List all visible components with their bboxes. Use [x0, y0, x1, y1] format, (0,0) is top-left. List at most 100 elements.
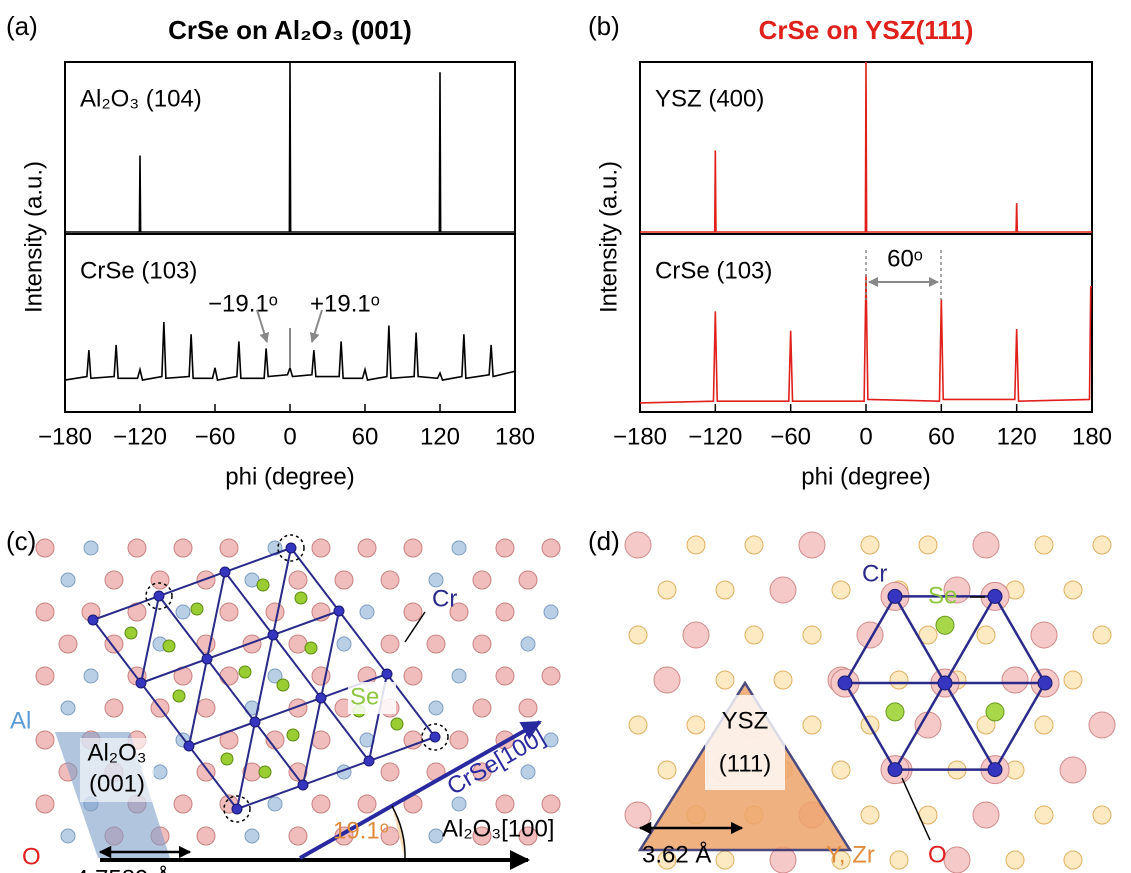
o-atom	[541, 666, 561, 686]
o-atom	[769, 576, 797, 604]
label: O	[928, 841, 947, 868]
o-atom	[311, 794, 331, 814]
cation-atom	[773, 670, 793, 690]
line	[901, 777, 931, 841]
bond	[993, 682, 1047, 771]
cr-atom	[267, 629, 279, 641]
cr-atom	[183, 740, 195, 752]
o-atom	[196, 570, 216, 590]
o-atom	[35, 602, 55, 622]
o-atom	[972, 801, 1000, 829]
angle-arc	[391, 805, 406, 861]
cation-atom	[976, 715, 996, 735]
cation-atom	[715, 670, 735, 690]
o-atom	[403, 666, 423, 686]
o-atom	[127, 538, 147, 558]
al-atom	[520, 764, 536, 780]
cation-atom	[1063, 670, 1083, 690]
series-line	[65, 61, 515, 233]
annotation: −19.1ᵒ	[208, 290, 278, 317]
cr-atom	[937, 675, 953, 691]
cr-atom	[887, 762, 903, 778]
bond	[206, 571, 226, 660]
cr-atom	[87, 614, 99, 626]
o-atom	[35, 794, 55, 814]
o-atom	[472, 826, 492, 846]
label: (001)	[89, 770, 145, 797]
bond	[320, 610, 340, 699]
bond	[843, 595, 897, 684]
al-atom	[451, 540, 467, 556]
se-atom	[238, 665, 252, 679]
x-tick-label: −180	[613, 423, 667, 450]
cation-atom	[1034, 715, 1054, 735]
al-atom	[359, 604, 375, 620]
cation-atom	[715, 850, 735, 870]
cation-atom	[1063, 850, 1083, 870]
o-atom	[311, 730, 331, 750]
o-atom	[472, 698, 492, 718]
cation-atom	[628, 625, 648, 645]
label-bg	[348, 682, 396, 714]
x-tick-label: −180	[38, 423, 92, 450]
se-atom	[256, 578, 270, 592]
y-axis-label: Intensity (a.u.)	[595, 161, 622, 313]
al-atom	[244, 828, 260, 844]
cation-atom	[1005, 850, 1025, 870]
o-atom	[380, 762, 400, 782]
highlight	[277, 534, 305, 562]
se-atom	[258, 765, 272, 779]
line	[404, 611, 426, 643]
bond	[224, 571, 370, 762]
x-tick-label: −60	[770, 423, 811, 450]
cation-atom	[976, 625, 996, 645]
o-atom	[265, 602, 285, 622]
al-atom	[83, 540, 99, 556]
o-atom	[242, 634, 262, 654]
o-atom	[541, 538, 561, 558]
crse-network	[92, 547, 436, 810]
o-atom	[380, 826, 400, 846]
cation-atom	[1063, 580, 1083, 600]
o-atom	[104, 634, 124, 654]
o-atom	[1030, 621, 1058, 649]
cation-atom	[860, 535, 880, 555]
cation-atom	[657, 580, 677, 600]
bond	[236, 736, 436, 810]
x-tick-label: −60	[195, 423, 236, 450]
cation-atom	[860, 805, 880, 825]
o-atom	[914, 711, 942, 739]
series-line	[639, 274, 1092, 404]
cation-atom	[744, 535, 764, 555]
cation-atom	[657, 760, 677, 780]
cation-atom	[918, 535, 938, 555]
bond	[843, 682, 897, 771]
o-atom	[35, 538, 55, 558]
label: Al₂O₃	[87, 739, 146, 766]
o-atom	[1088, 711, 1116, 739]
series-label: CrSe (103)	[80, 257, 197, 284]
series-label: CrSe (103)	[655, 257, 772, 284]
o-atom	[798, 531, 826, 559]
panel-label: (b)	[588, 11, 620, 41]
o-atom	[104, 570, 124, 590]
se-atom	[162, 639, 176, 653]
se-atom	[985, 702, 1005, 722]
cr-atom	[285, 542, 297, 554]
highlight	[421, 723, 449, 751]
o-atom	[449, 730, 469, 750]
se-atom	[294, 591, 308, 605]
o-atom	[219, 666, 239, 686]
series-line	[640, 61, 1092, 233]
cr-atom	[1037, 675, 1053, 691]
se-atom	[124, 626, 138, 640]
label: Cr	[862, 560, 887, 587]
o-atom	[541, 794, 561, 814]
bond	[302, 697, 322, 786]
al-atom	[451, 796, 467, 812]
o-atom	[288, 570, 308, 590]
al-atom	[267, 668, 283, 684]
o-atom	[495, 794, 515, 814]
label-bg	[80, 738, 154, 802]
